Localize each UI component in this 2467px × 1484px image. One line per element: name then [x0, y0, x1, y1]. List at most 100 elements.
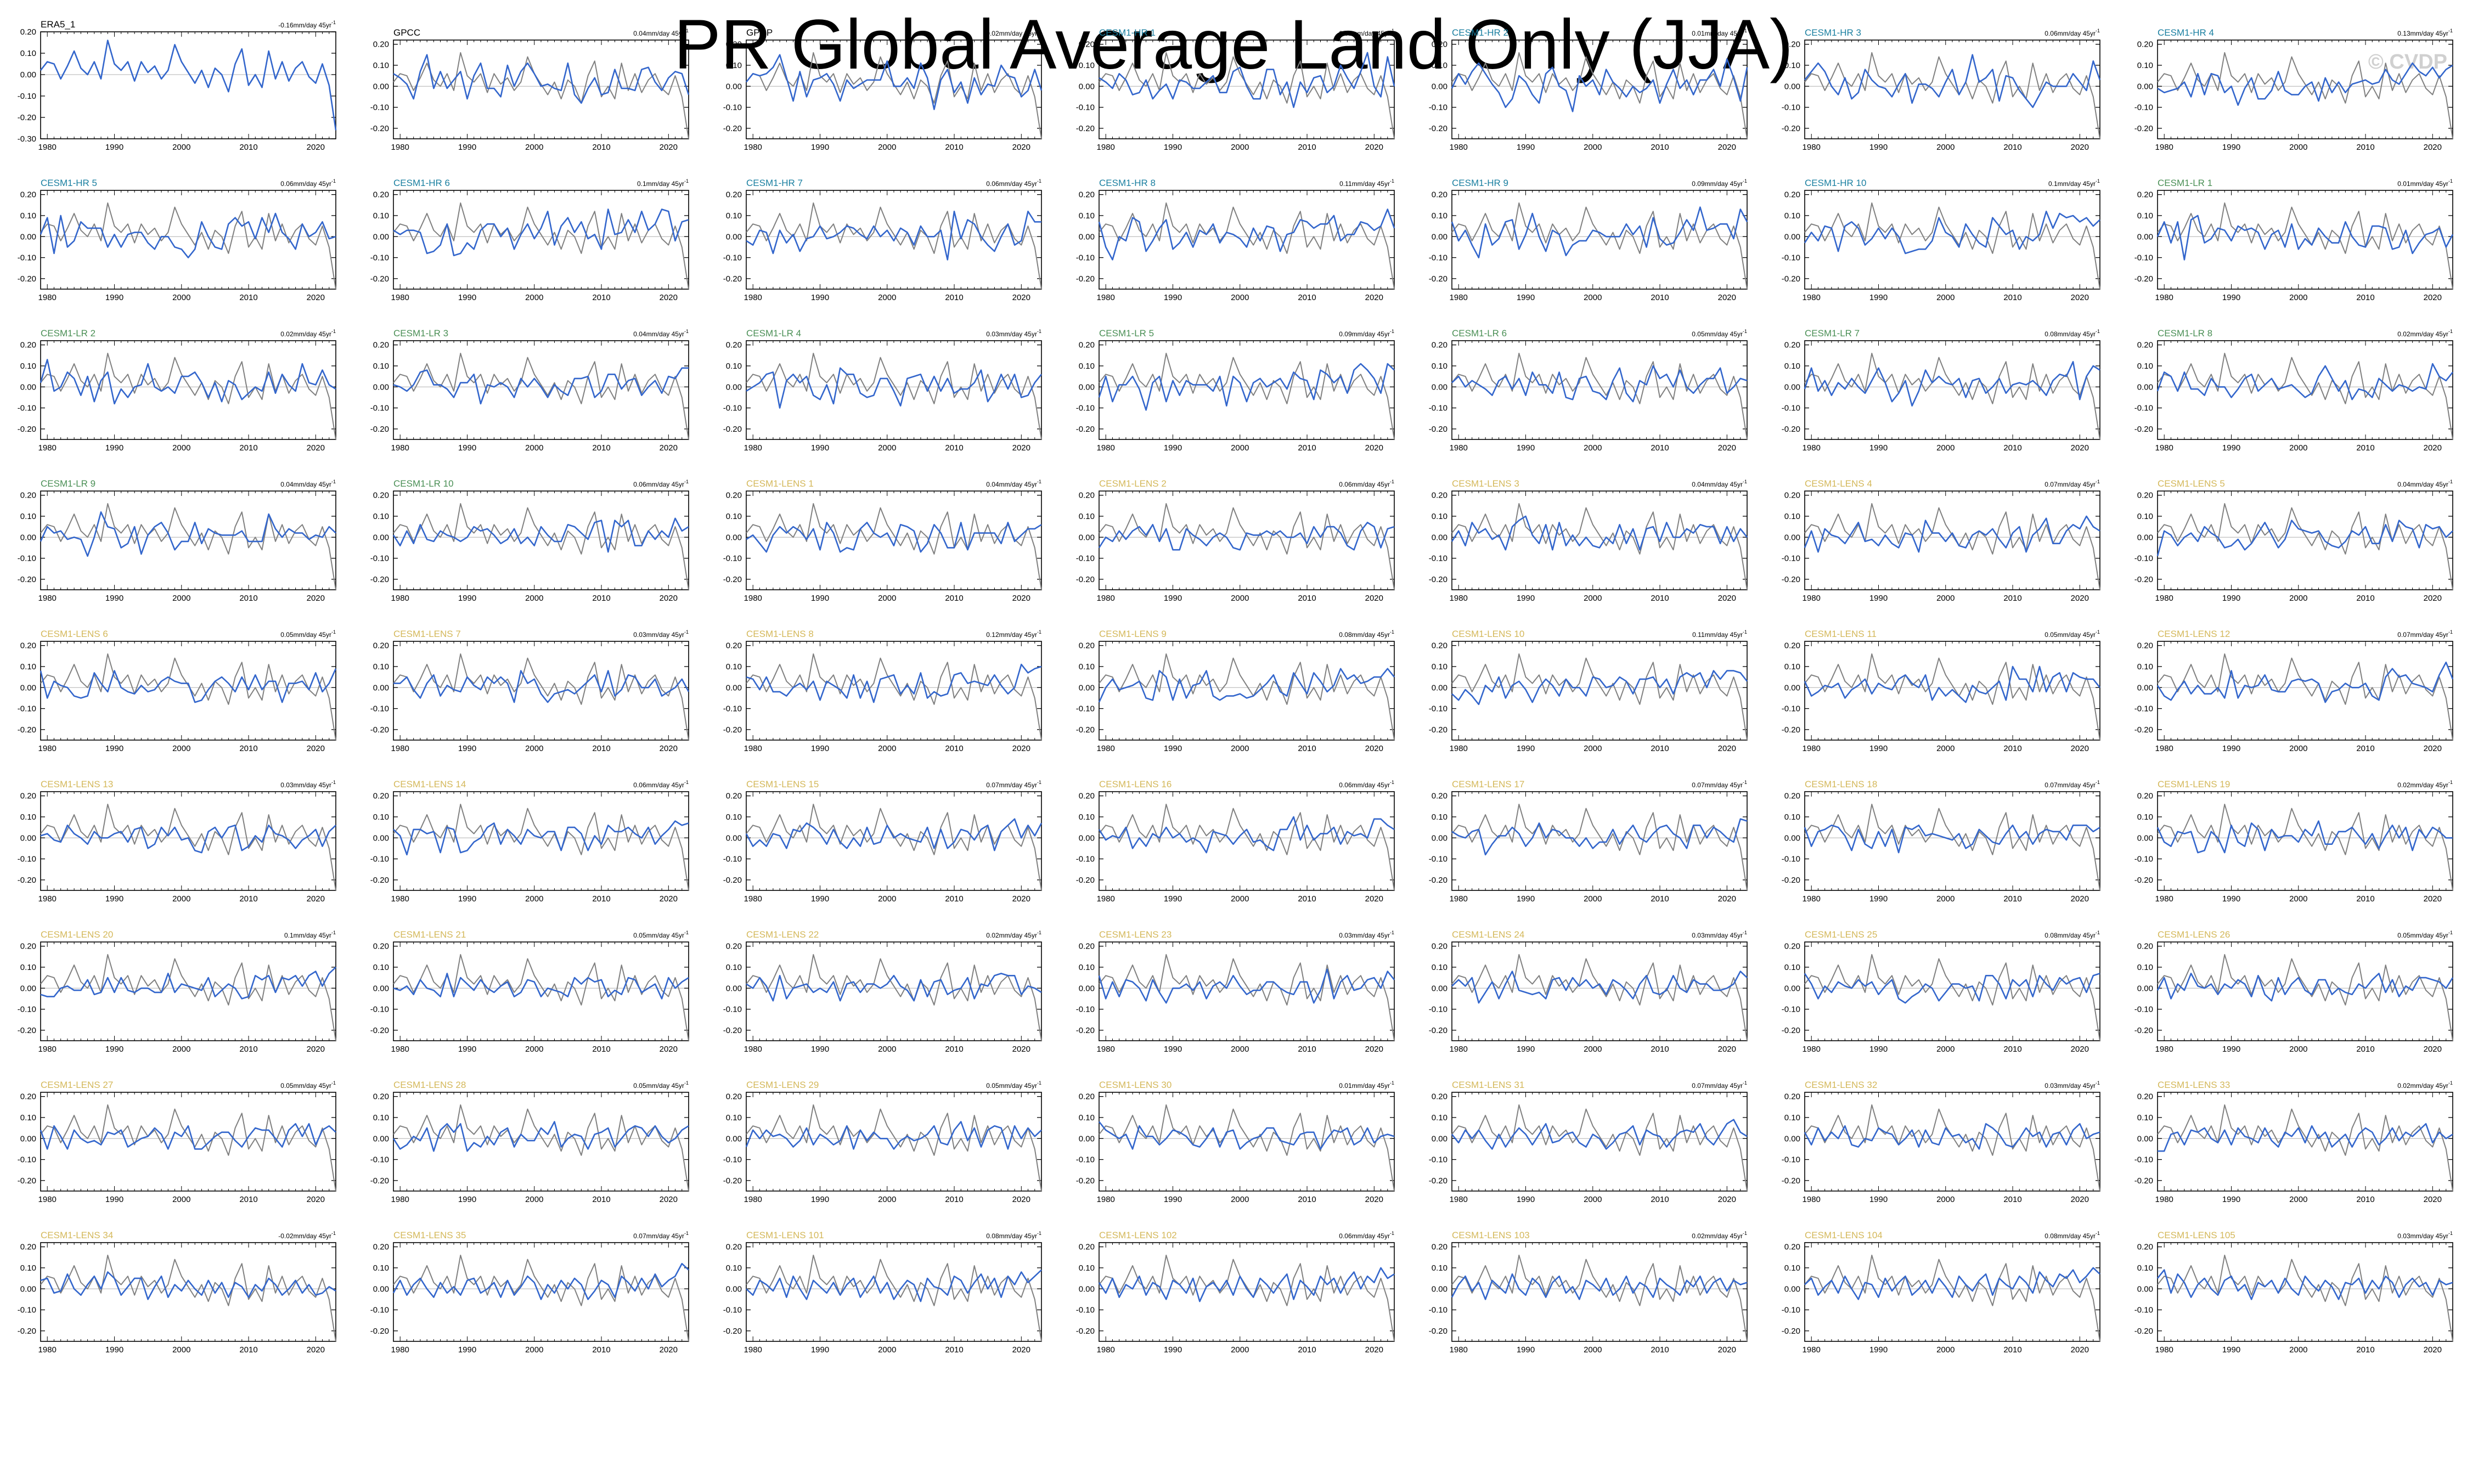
y-tick-label: -0.20 — [18, 1026, 36, 1035]
series-line — [1804, 54, 2101, 108]
trend-exponent: -1 — [684, 28, 689, 33]
x-tick-label: 2000 — [2289, 443, 2307, 453]
x-tick-label: 2020 — [2071, 143, 2089, 152]
panel: CESM1-LR 3 0.04mm/day 45yr-1 0.20 0.10 0.00 -… — [370, 328, 689, 453]
x-tick-label: 2020 — [1012, 744, 1030, 753]
y-tick-label: 0.10 — [1784, 61, 1800, 70]
x-tick-label: 2000 — [878, 143, 896, 152]
y-tick-label: -0.20 — [723, 124, 742, 133]
x-tick-label: 2020 — [1012, 293, 1030, 302]
y-tick-label: -0.10 — [370, 404, 389, 413]
x-tick-label: 1980 — [1803, 594, 1821, 603]
x-tick-label: 2020 — [1718, 744, 1736, 753]
y-tick-label: -0.10 — [1782, 253, 1800, 263]
x-tick-label: 2010 — [1298, 744, 1316, 753]
x-tick-label: 2010 — [2003, 443, 2021, 453]
trend-label: 0.04mm/day 45yr-1 — [1692, 479, 1747, 488]
y-tick-label: 0.10 — [20, 49, 36, 58]
y-tick-label: 0.20 — [1784, 341, 1800, 350]
y-tick-label: 0.00 — [726, 232, 742, 241]
y-tick-label: 0.20 — [373, 491, 389, 500]
x-tick-label: 2010 — [1651, 443, 1669, 453]
y-tick-label: -0.20 — [18, 575, 36, 584]
y-tick-label: 0.10 — [20, 512, 36, 521]
panel-title: CESM1-LENS 3 — [1452, 478, 1519, 489]
y-tick-label: -0.10 — [18, 92, 36, 101]
trend-exponent: -1 — [331, 20, 336, 25]
x-tick-label: 2020 — [307, 594, 325, 603]
y-tick-label: 0.00 — [1432, 382, 1447, 392]
x-tick-label: 2010 — [945, 143, 963, 152]
panel: CESM1-LENS 12 0.07mm/day 45yr-1 0.20 0.10 0.… — [2134, 629, 2454, 753]
x-tick-label: 1990 — [458, 443, 476, 453]
reference-series-line — [1099, 503, 1395, 590]
x-tick-label: 2000 — [525, 894, 543, 904]
reference-series-line — [40, 804, 336, 891]
trend-label: 0.06mm/day 45yr-1 — [2044, 28, 2100, 37]
panel-title: CESM1-LENS 12 — [2158, 629, 2230, 639]
x-tick-label: 1980 — [2155, 293, 2173, 302]
x-tick-label: 1980 — [1450, 594, 1468, 603]
x-tick-label: 1980 — [1803, 443, 1821, 453]
trend-label: 0.01mm/day 45yr-1 — [2397, 178, 2453, 188]
y-tick-label: -0.10 — [723, 704, 742, 714]
x-tick-label: 2020 — [1365, 744, 1383, 753]
y-tick-label: -0.20 — [1076, 876, 1095, 885]
panel-frame — [2157, 40, 2453, 139]
reference-series-line — [1804, 353, 2100, 440]
x-tick-label: 2000 — [1231, 744, 1249, 753]
x-tick-label: 2020 — [1365, 594, 1383, 603]
x-tick-label: 2010 — [592, 293, 610, 302]
panel-title: CESM1-HR 4 — [2158, 27, 2214, 38]
x-tick-label: 1990 — [811, 143, 829, 152]
y-tick-label: 0.20 — [1432, 190, 1447, 200]
series-line — [745, 54, 1043, 110]
y-tick-label: 0.00 — [373, 82, 389, 91]
trend-label: 0.05mm/day 45yr-1 — [1339, 28, 1394, 37]
trend-label: 0.04mm/day 45yr-1 — [986, 479, 1041, 488]
x-tick-label: 1980 — [1803, 293, 1821, 302]
y-tick-label: 0.10 — [1079, 362, 1095, 371]
y-tick-label: -0.10 — [1076, 704, 1095, 714]
x-tick-label: 2000 — [2289, 143, 2307, 152]
y-tick-label: 0.20 — [726, 40, 742, 49]
y-tick-label: 0.20 — [20, 190, 36, 200]
y-tick-label: 0.00 — [20, 984, 36, 993]
x-tick-label: 2000 — [172, 744, 190, 753]
x-tick-label: 2000 — [525, 143, 543, 152]
y-tick-label: 0.10 — [20, 211, 36, 221]
x-tick-label: 2000 — [1584, 594, 1602, 603]
panel-frame — [393, 791, 689, 891]
panel: CESM1-LENS 3 0.04mm/day 45yr-1 0.20 0.10 0.0… — [1429, 478, 1748, 603]
y-tick-label: 0.10 — [1079, 211, 1095, 221]
trend-label: 0.05mm/day 45yr-1 — [1692, 329, 1747, 338]
y-tick-label: 0.20 — [1432, 491, 1447, 500]
y-tick-label: -0.10 — [370, 554, 389, 563]
trend-label: -0.02mm/day 45yr-1 — [984, 28, 1041, 37]
x-tick-label: 2010 — [945, 443, 963, 453]
panel-title: CESM1-LR 10 — [393, 478, 454, 489]
series-line — [393, 54, 690, 104]
panel-title: CESM1-HR 6 — [393, 178, 450, 188]
x-tick-label: 1990 — [1164, 293, 1182, 302]
y-tick-label: -0.10 — [2134, 103, 2153, 112]
y-tick-label: -0.10 — [370, 855, 389, 864]
x-tick-label: 2000 — [878, 443, 896, 453]
series-line — [2156, 520, 2453, 557]
y-tick-label: 0.10 — [1784, 211, 1800, 221]
x-tick-label: 1990 — [1869, 894, 1888, 904]
x-tick-label: 2020 — [307, 744, 325, 753]
x-tick-label: 1990 — [1164, 744, 1182, 753]
trend-label: 0.07mm/day 45yr-1 — [986, 780, 1041, 789]
reference-series-line — [1099, 653, 1395, 741]
panel: CESM1-LR 7 0.08mm/day 45yr-1 0.20 0.10 0.00 -… — [1782, 328, 2100, 453]
y-tick-label: 0.20 — [1432, 792, 1447, 801]
x-tick-label: 2020 — [1718, 594, 1736, 603]
y-tick-label: 0.10 — [20, 812, 36, 822]
x-tick-label: 2010 — [1651, 293, 1669, 302]
trend-label: 0.04mm/day 45yr-1 — [633, 28, 689, 37]
reference-series-line — [1804, 653, 2100, 741]
x-tick-label: 2000 — [1231, 443, 1249, 453]
x-tick-label: 1990 — [2222, 293, 2240, 302]
y-tick-label: -0.30 — [18, 134, 36, 144]
